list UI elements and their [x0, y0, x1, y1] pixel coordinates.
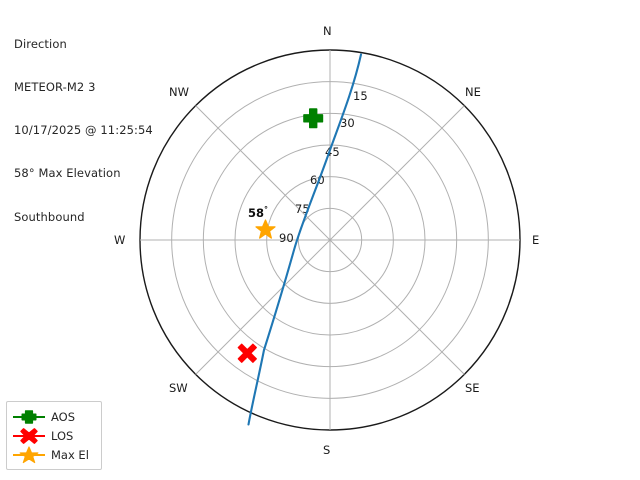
- legend-label-max-el: Max El: [51, 447, 89, 462]
- compass-label-s: S: [323, 443, 331, 457]
- compass-label-e: E: [532, 233, 540, 247]
- polar-axes: 15 30 45 60 75 90 58 °: [114, 24, 539, 457]
- azimuth-spokes: [140, 50, 520, 430]
- max-el-marker: [255, 219, 276, 239]
- title-line-direction: Direction: [14, 36, 67, 51]
- legend-swatch-max-el: [13, 445, 45, 463]
- compass-label-nw: NW: [169, 85, 189, 99]
- legend-swatch-los: [13, 427, 45, 444]
- legend-star-icon: [19, 445, 39, 463]
- legend-plus-icon: [21, 409, 37, 424]
- legend-swatch-aos: [13, 409, 45, 424]
- polar-plot-svg: 15 30 45 60 75 90 58 °: [139, 49, 521, 431]
- legend-item-los: LOS: [12, 426, 95, 445]
- title-line-pass-direction: Southbound: [14, 209, 85, 224]
- legend-label-aos: AOS: [51, 409, 76, 424]
- max-el-star-icon: [255, 219, 276, 239]
- satellite-track-line: [247, 53, 363, 426]
- title-line-timestamp: 10/17/2025 @ 11:25:54: [14, 123, 153, 138]
- max-el-degree-symbol: °: [264, 205, 268, 214]
- max-el-value: 58: [248, 206, 264, 220]
- compass-label-w: W: [114, 233, 126, 247]
- compass-label-n: N: [323, 24, 332, 38]
- legend-item-max-el: Max El: [12, 445, 95, 464]
- legend-item-aos: AOS: [12, 407, 95, 426]
- aos-plus-icon: [303, 108, 324, 129]
- legend-x-icon: [20, 427, 38, 444]
- max-el-annotation: 58 °: [248, 205, 268, 220]
- r-tick-15: 15: [353, 89, 368, 103]
- los-marker: [237, 343, 257, 363]
- title-line-max-elevation: 58° Max Elevation: [14, 166, 121, 181]
- title-line-satellite: METEOR-M2 3: [14, 80, 96, 95]
- r-tick-90: 90: [279, 231, 294, 245]
- figure-title-block: Direction METEOR-M2 3 10/17/2025 @ 11:25…: [14, 8, 153, 253]
- legend-box: AOS LOS Max El: [6, 401, 102, 470]
- compass-label-sw: SW: [169, 381, 188, 395]
- legend-label-los: LOS: [51, 428, 74, 443]
- compass-label-ne: NE: [465, 85, 481, 99]
- aos-marker: [303, 108, 324, 129]
- r-tick-30: 30: [340, 116, 355, 130]
- compass-label-se: SE: [465, 381, 480, 395]
- los-x-icon: [237, 343, 257, 363]
- spoke-ne-sw: [195, 105, 465, 375]
